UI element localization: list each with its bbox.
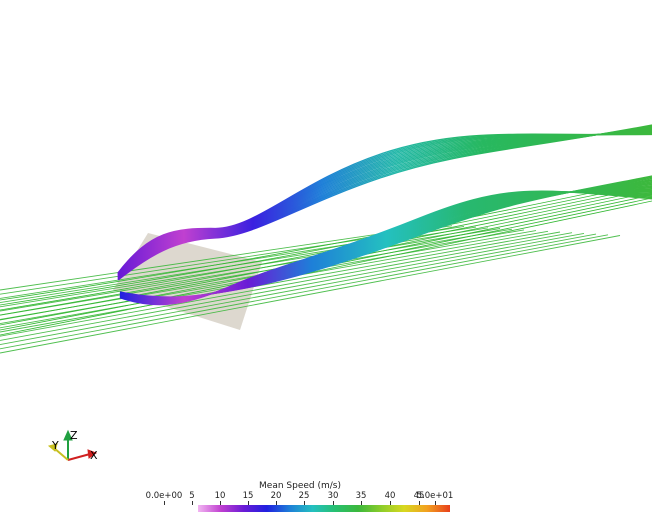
colorbar-tick-marks (150, 501, 450, 507)
colorbar-tick-mark (192, 501, 193, 505)
freestream-line (0, 231, 561, 333)
colorbar-tick-label: 45 (413, 491, 425, 501)
vortex-streamline (117, 127, 652, 278)
vortex-streamline (117, 124, 652, 281)
orientation-axes-widget: Z X Y (47, 429, 98, 462)
lower-vortex-streamlines (119, 175, 652, 306)
vortex-streamline (117, 126, 652, 279)
x-axis-line (67, 453, 91, 461)
colorbar-tick-label: 5.0e+01 (416, 491, 454, 501)
x-axis-arrow-icon (87, 449, 98, 459)
colorbar-tick-label: 40 (384, 491, 396, 501)
z-axis-arrow-icon (63, 429, 73, 441)
colorbar-tick-mark (419, 501, 420, 505)
y-axis-arrow-icon (47, 443, 58, 452)
vortex-streamline (117, 129, 652, 277)
colorbar-tick-label: 0.0e+00 (145, 491, 183, 501)
freestream-line (0, 182, 652, 306)
colorbar-tick-mark (248, 501, 249, 505)
vortex-streamline (119, 190, 652, 306)
y-axis-label: Y (51, 439, 59, 452)
colorbar-tick-mark (333, 501, 334, 505)
colorbar-tick-mark (435, 501, 436, 505)
upper-vortex-streamlines (117, 124, 652, 281)
freestream-line (0, 232, 573, 337)
colorbar-tick-label: 10 (214, 491, 226, 501)
freestream-line (0, 224, 441, 291)
freestream-line (0, 235, 621, 354)
freestream-line (0, 232, 585, 341)
colorbar-tick-mark (361, 501, 362, 505)
vortex-streamline (117, 125, 652, 280)
colorbar-tick-label: 15 (242, 491, 254, 501)
colorbar-tick-label: 35 (355, 491, 367, 501)
scalar-colorbar: Mean Speed (m/s) 0.0e+00 5 10 15 20 25 3… (146, 481, 454, 521)
x-axis-label: X (90, 449, 98, 462)
vortex-streamline (117, 128, 652, 278)
colorbar-tick-mark (390, 501, 391, 505)
freestream-line (0, 234, 609, 350)
colorbar-tick-mark (276, 501, 277, 505)
freestream-line (0, 179, 652, 301)
colorbar-tick-label: 30 (327, 491, 339, 501)
colorbar-tick-label: 5 (189, 491, 195, 501)
colorbar-tick-mark (220, 501, 221, 505)
colorbar-tick-mark (164, 501, 165, 505)
colorbar-gradient (198, 505, 450, 512)
freestream-line (0, 233, 597, 346)
freestream-line (0, 185, 652, 311)
colorbar-tick-label: 20 (270, 491, 282, 501)
vortex-streamline (117, 127, 652, 279)
y-axis-line (53, 447, 69, 461)
colorbar-tick-mark (304, 501, 305, 505)
z-axis-label: Z (70, 429, 78, 442)
vortex-streamline (117, 133, 652, 274)
freestream-line (0, 200, 652, 336)
colorbar-tick-label: 25 (298, 491, 310, 501)
colorbar-title: Mean Speed (m/s) (259, 481, 341, 491)
colorbar-tick-labels: 0.0e+00 5 10 15 20 25 30 35 40 45 5.0e+0… (146, 491, 454, 505)
vortex-streamline (117, 126, 652, 280)
vortex-streamline (117, 128, 652, 278)
vortex-streamline (117, 124, 652, 281)
